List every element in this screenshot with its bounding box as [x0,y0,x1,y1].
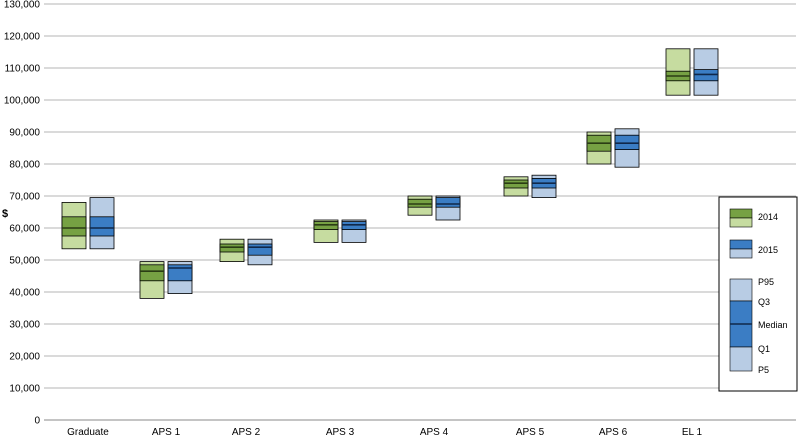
box-interquartile [167,264,193,282]
y-tick-label: 60,000 [9,224,40,235]
y-tick-label: 120,000 [4,32,41,43]
y-tick-label: 40,000 [9,288,40,299]
legend-stat-label: Q1 [758,344,770,354]
box-2015-aps-5 [531,174,557,198]
legend-swatch-2015-lower [729,248,753,259]
legend-series-label: 2015 [758,245,778,255]
box-interquartile [61,216,87,237]
box-2014-aps-5 [503,176,529,197]
category-label: EL 1 [682,427,703,436]
box-2014-graduate [61,201,87,250]
box-2014-aps-2 [219,238,245,262]
y-tick-label: 100,000 [4,96,41,107]
legend-stat-label: Q3 [758,297,770,307]
box-interquartile [435,197,461,208]
y-tick-label: 50,000 [9,256,40,267]
category-label: APS 6 [599,427,628,436]
category-label: APS 2 [232,427,261,436]
y-tick-label: 90,000 [9,128,40,139]
box-2014-el-1 [665,48,691,96]
box-interquartile [139,264,165,282]
box-2014-aps-3 [313,219,339,243]
box-2015-aps-4 [435,195,461,221]
box-2015-aps-6 [614,128,640,168]
legend-stat-label: P95 [758,277,774,287]
box-2015-el-1 [693,48,719,96]
legend: 2014 2015 P95 Q3 Median Q1 P5 [718,196,798,392]
y-tick-label: 130,000 [4,0,41,11]
box-2015-graduate [89,197,115,250]
y-tick-label: 80,000 [9,160,40,171]
y-tick-label: 10,000 [9,384,40,395]
legend-stat-p95-band [729,278,753,302]
category-label: APS 4 [420,427,449,436]
box-2015-aps-3 [341,219,367,243]
box-2014-aps-4 [407,195,433,216]
category-label: APS 3 [326,427,355,436]
box-interquartile [247,243,273,256]
y-tick-label: 70,000 [9,192,40,203]
y-tick-label: 20,000 [9,352,40,363]
box-2014-aps-1 [139,261,165,299]
box-2015-aps-2 [247,238,273,266]
legend-swatch-2014-lower [729,217,753,228]
legend-swatch-2015-upper [729,239,753,250]
box-2015-aps-1 [167,261,193,295]
legend-series-label: 2014 [758,212,778,222]
box-interquartile [89,216,115,237]
legend-stat-label: P5 [758,365,769,375]
gridlines [44,3,796,421]
y-tick-label: 30,000 [9,320,40,331]
y-axis-label: $ [2,208,8,220]
y-tick-label: 0 [34,416,40,427]
legend-swatch-2014-upper [729,208,753,219]
legend-stat-label: Median [758,320,788,330]
y-tick-label: 110,000 [5,64,41,75]
category-label: APS 1 [152,427,181,436]
box-series [61,48,719,299]
y-axis-tick-labels: 0 10,000 20,000 30,000 40,000 50,000 60,000 70,… [4,0,41,427]
category-label: Graduate [67,427,109,436]
legend-stat-p5-band [729,346,753,372]
box-2014-aps-6 [586,131,612,165]
category-label: APS 5 [516,427,545,436]
x-axis-category-labels: Graduate APS 1 APS 2 APS 3 APS 4 APS 5 APS 6 EL… [67,427,702,436]
